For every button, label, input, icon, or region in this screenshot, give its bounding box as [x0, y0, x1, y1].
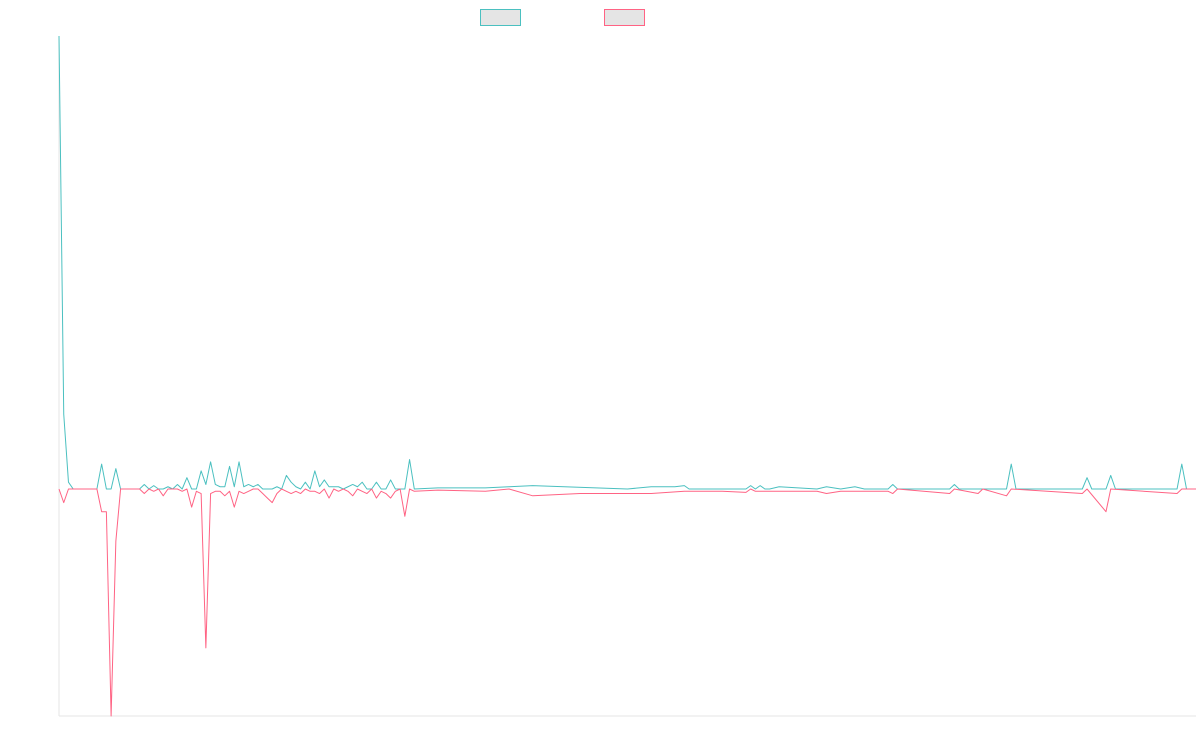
legend-swatch-1[interactable] — [480, 9, 521, 26]
legend-swatch-2[interactable] — [604, 9, 645, 26]
series-group — [58, 35, 1196, 717]
legend[interactable] — [480, 9, 645, 26]
series-line-1 — [58, 35, 1196, 490]
series-line-2 — [58, 488, 1196, 717]
